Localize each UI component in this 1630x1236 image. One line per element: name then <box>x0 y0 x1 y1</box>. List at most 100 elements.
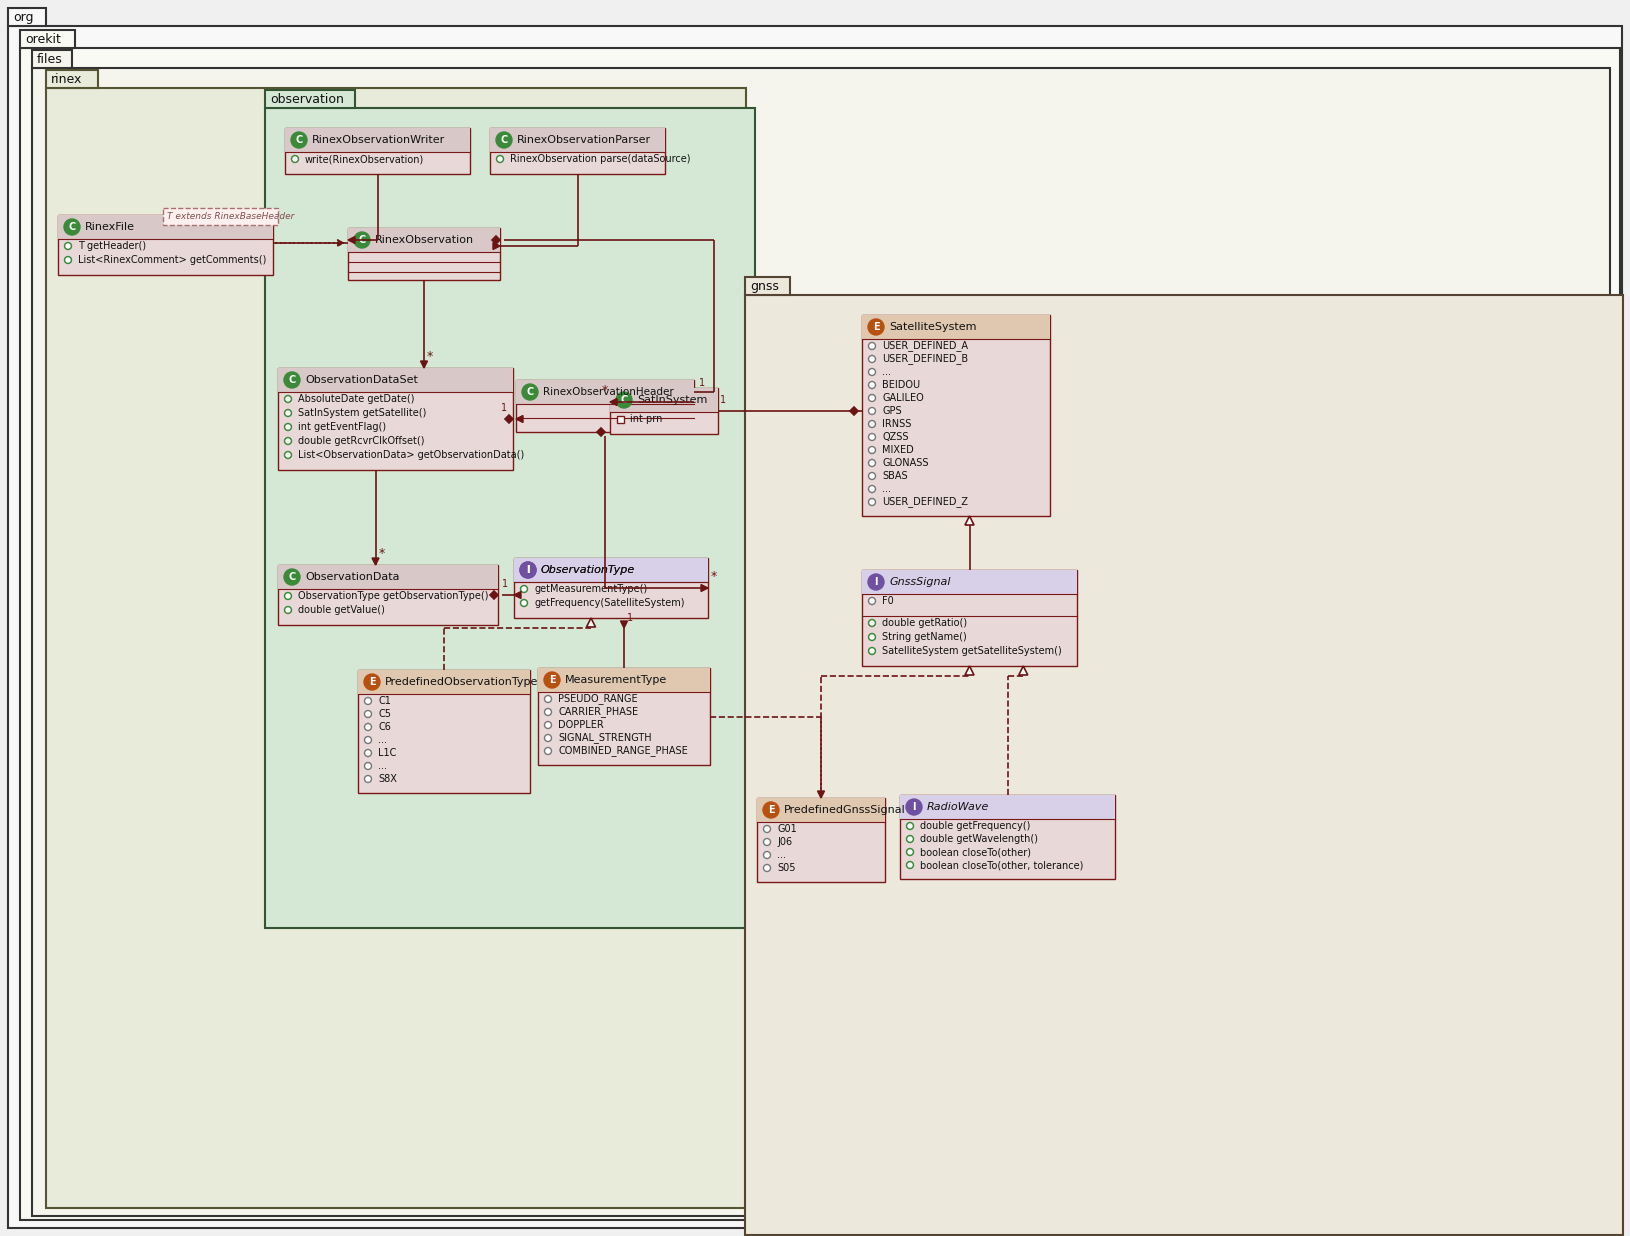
Text: 1: 1 <box>699 378 706 388</box>
Circle shape <box>763 852 771 859</box>
Circle shape <box>520 562 536 578</box>
Text: SatelliteSystem: SatelliteSystem <box>888 323 976 332</box>
Polygon shape <box>621 620 628 628</box>
FancyBboxPatch shape <box>745 295 1623 1235</box>
Polygon shape <box>513 592 522 598</box>
Text: double getRatio(): double getRatio() <box>882 618 967 628</box>
Circle shape <box>544 672 561 688</box>
Text: RinexObservation parse(dataSource): RinexObservation parse(dataSource) <box>510 154 691 164</box>
Text: RinexObservationHeader: RinexObservationHeader <box>543 387 673 397</box>
Text: observation: observation <box>271 93 344 105</box>
Circle shape <box>284 569 300 585</box>
Text: USER_DEFINED_Z: USER_DEFINED_Z <box>882 497 968 508</box>
Circle shape <box>869 394 875 402</box>
Text: C: C <box>68 222 75 232</box>
FancyBboxPatch shape <box>756 798 885 883</box>
Text: G01: G01 <box>778 824 797 834</box>
Circle shape <box>365 723 372 730</box>
FancyBboxPatch shape <box>900 795 1115 819</box>
Circle shape <box>544 748 551 754</box>
Text: CARRIER_PHASE: CARRIER_PHASE <box>557 707 637 717</box>
Text: C: C <box>289 375 295 384</box>
Circle shape <box>869 446 875 454</box>
Text: AbsoluteDate getDate(): AbsoluteDate getDate() <box>298 394 414 404</box>
Text: double getValue(): double getValue() <box>298 604 385 616</box>
Text: ...: ... <box>378 735 386 745</box>
Polygon shape <box>505 415 513 423</box>
Text: *: * <box>427 350 434 363</box>
Polygon shape <box>421 361 427 368</box>
Circle shape <box>522 601 526 604</box>
Polygon shape <box>347 236 355 243</box>
Circle shape <box>285 454 290 457</box>
Circle shape <box>365 697 372 705</box>
FancyBboxPatch shape <box>745 277 791 295</box>
Text: USER_DEFINED_B: USER_DEFINED_B <box>882 353 968 365</box>
Polygon shape <box>492 242 500 250</box>
Text: RinexObservation: RinexObservation <box>375 235 474 245</box>
Text: C: C <box>500 135 507 145</box>
FancyBboxPatch shape <box>862 315 1050 515</box>
Circle shape <box>292 132 306 148</box>
Text: ObservationData: ObservationData <box>305 572 399 582</box>
FancyBboxPatch shape <box>862 315 1050 339</box>
Text: DOPPLER: DOPPLER <box>557 721 603 730</box>
FancyBboxPatch shape <box>59 215 272 274</box>
Circle shape <box>870 649 874 653</box>
Text: getMeasurementType(): getMeasurementType() <box>535 583 647 595</box>
FancyBboxPatch shape <box>285 129 469 152</box>
Text: List<RinexComment> getComments(): List<RinexComment> getComments() <box>78 255 266 265</box>
Text: RinexObservationWriter: RinexObservationWriter <box>311 135 445 145</box>
FancyBboxPatch shape <box>610 388 717 434</box>
Circle shape <box>285 412 290 415</box>
Text: ...: ... <box>778 850 786 860</box>
Circle shape <box>65 257 72 263</box>
Circle shape <box>908 824 913 828</box>
Text: SBAS: SBAS <box>882 471 908 481</box>
Text: write(RinexObservation): write(RinexObservation) <box>305 154 424 164</box>
Polygon shape <box>849 407 857 415</box>
Circle shape <box>869 460 875 466</box>
FancyBboxPatch shape <box>538 667 711 765</box>
Text: GALILEO: GALILEO <box>882 393 924 403</box>
Text: BEIDOU: BEIDOU <box>882 379 919 391</box>
Circle shape <box>365 737 372 744</box>
Text: C5: C5 <box>378 709 391 719</box>
Text: I: I <box>526 565 530 575</box>
Circle shape <box>906 861 913 869</box>
Circle shape <box>293 157 297 161</box>
Circle shape <box>285 396 292 403</box>
FancyBboxPatch shape <box>359 670 530 693</box>
Text: PredefinedObservationType: PredefinedObservationType <box>385 677 538 687</box>
Circle shape <box>869 634 875 640</box>
Text: MeasurementType: MeasurementType <box>566 675 667 685</box>
Circle shape <box>544 708 551 716</box>
Text: PSEUDO_RANGE: PSEUDO_RANGE <box>557 693 637 705</box>
Text: double getFrequency(): double getFrequency() <box>919 821 1030 831</box>
FancyBboxPatch shape <box>491 129 665 152</box>
Text: E: E <box>549 675 556 685</box>
FancyBboxPatch shape <box>900 795 1115 879</box>
Circle shape <box>869 319 883 335</box>
Circle shape <box>869 408 875 414</box>
Circle shape <box>520 562 536 578</box>
Polygon shape <box>517 415 523 423</box>
Text: I: I <box>874 577 877 587</box>
Polygon shape <box>597 428 605 436</box>
Text: boolean closeTo(other): boolean closeTo(other) <box>919 847 1032 857</box>
Circle shape <box>65 258 70 262</box>
Circle shape <box>496 132 512 148</box>
Text: J06: J06 <box>778 837 792 847</box>
Circle shape <box>285 451 292 459</box>
Text: int prn: int prn <box>631 414 662 424</box>
Polygon shape <box>965 666 975 675</box>
FancyBboxPatch shape <box>279 565 499 590</box>
Circle shape <box>522 384 538 400</box>
Text: COMBINED_RANGE_PHASE: COMBINED_RANGE_PHASE <box>557 745 688 756</box>
Circle shape <box>285 607 292 613</box>
Text: gnss: gnss <box>750 279 779 293</box>
FancyBboxPatch shape <box>8 26 1622 1229</box>
Circle shape <box>869 597 875 604</box>
Text: I: I <box>913 802 916 812</box>
Text: E: E <box>768 805 774 815</box>
